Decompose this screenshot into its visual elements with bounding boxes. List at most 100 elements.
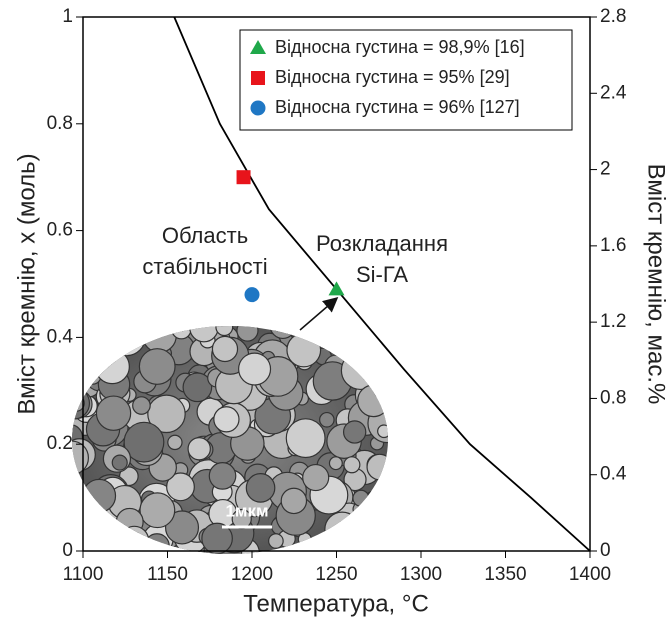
grain [106, 326, 147, 357]
legend-label: Відносна густина = 95% [29] [275, 67, 510, 87]
x-tick-label: 1300 [400, 564, 442, 585]
grain [349, 505, 384, 540]
grain [366, 490, 382, 507]
marker-triangle [250, 40, 266, 54]
grain [236, 326, 259, 342]
grain [369, 520, 388, 541]
annotation: стабільності [142, 254, 267, 279]
grain [343, 346, 360, 363]
grain [182, 372, 213, 403]
grain [84, 367, 102, 385]
grain [245, 473, 276, 503]
grain [85, 341, 104, 360]
grain [167, 434, 183, 451]
y2-axis-title: Вміст кремнію, мас.% [643, 164, 670, 405]
grain [324, 511, 361, 548]
annotation: Розкладання [316, 231, 448, 256]
grain [208, 462, 237, 490]
marker-square [251, 71, 265, 85]
grain [357, 384, 388, 418]
y-tick-label: 0.6 [47, 220, 73, 241]
grain [95, 395, 132, 431]
grain [166, 472, 195, 502]
grain [340, 350, 381, 391]
arrow [299, 297, 339, 331]
y2-tick-label: 0.4 [600, 464, 627, 485]
grain [377, 424, 388, 439]
grain [373, 382, 388, 399]
y2-tick-label: 2.4 [600, 82, 627, 103]
annotation: Область [162, 223, 248, 248]
x-tick-label: 1350 [484, 564, 526, 585]
grain [120, 536, 141, 554]
grain [86, 519, 103, 536]
grain [310, 326, 337, 344]
legend-label: Відносна густина = 98,9% [16] [275, 37, 525, 57]
grain [72, 440, 90, 476]
grain [132, 396, 151, 415]
grain [171, 326, 192, 340]
y2-tick-label: 1.2 [600, 311, 626, 332]
grain [373, 357, 388, 375]
x-tick-label: 1250 [315, 564, 357, 585]
grain [82, 478, 117, 513]
grain [326, 532, 352, 554]
y-tick-label: 1 [62, 6, 73, 27]
grain [238, 352, 272, 386]
grain [213, 406, 240, 433]
grain [147, 394, 186, 434]
grain [72, 373, 83, 390]
grain [84, 354, 101, 371]
grain [334, 326, 349, 340]
annotation: 1мкм [225, 501, 268, 520]
micrograph-grains [72, 326, 388, 554]
boundary-curve [173, 16, 591, 552]
x-tick-label: 1200 [231, 564, 273, 585]
grain [352, 489, 370, 507]
grain [94, 348, 130, 385]
grain [285, 418, 326, 459]
grain [269, 326, 297, 340]
y-tick-label: 0.8 [47, 113, 73, 134]
grain [280, 487, 308, 515]
y2-tick-label: 0 [600, 540, 611, 561]
grain [211, 335, 239, 363]
x-tick-label: 1150 [147, 564, 188, 585]
marker-circle [250, 100, 266, 116]
legend [239, 29, 573, 131]
y2-tick-label: 0.8 [600, 387, 626, 408]
x-tick-label: 1400 [569, 564, 611, 585]
y2-tick-label: 2.8 [600, 6, 626, 27]
grain [139, 492, 176, 529]
grain [375, 326, 388, 335]
grain [268, 533, 284, 549]
grain [342, 420, 367, 444]
grain [105, 326, 142, 345]
grain [95, 326, 130, 345]
grain [138, 348, 176, 385]
grain [123, 421, 165, 463]
grain [116, 326, 132, 342]
grain [72, 394, 85, 412]
grain [72, 344, 95, 378]
y2-tick-label: 1.6 [600, 235, 626, 256]
y-tick-label: 0 [62, 540, 73, 561]
grain [302, 463, 330, 492]
grain [187, 436, 211, 461]
grain [111, 454, 128, 471]
y-tick-label: 0.4 [47, 326, 74, 347]
grain [343, 456, 361, 474]
legend-label: Відносна густина = 96% [127] [275, 97, 520, 117]
x-axis-title: Температура, °C [243, 590, 429, 617]
marker-triangle [328, 281, 345, 296]
grain [337, 326, 370, 352]
grain [319, 411, 335, 428]
y2-tick-label: 2 [600, 159, 611, 180]
grain [231, 508, 252, 530]
grain [215, 326, 234, 337]
marker-square [236, 170, 251, 185]
grain [164, 510, 200, 545]
grain [366, 453, 388, 481]
x-tick-label: 1100 [63, 564, 104, 585]
